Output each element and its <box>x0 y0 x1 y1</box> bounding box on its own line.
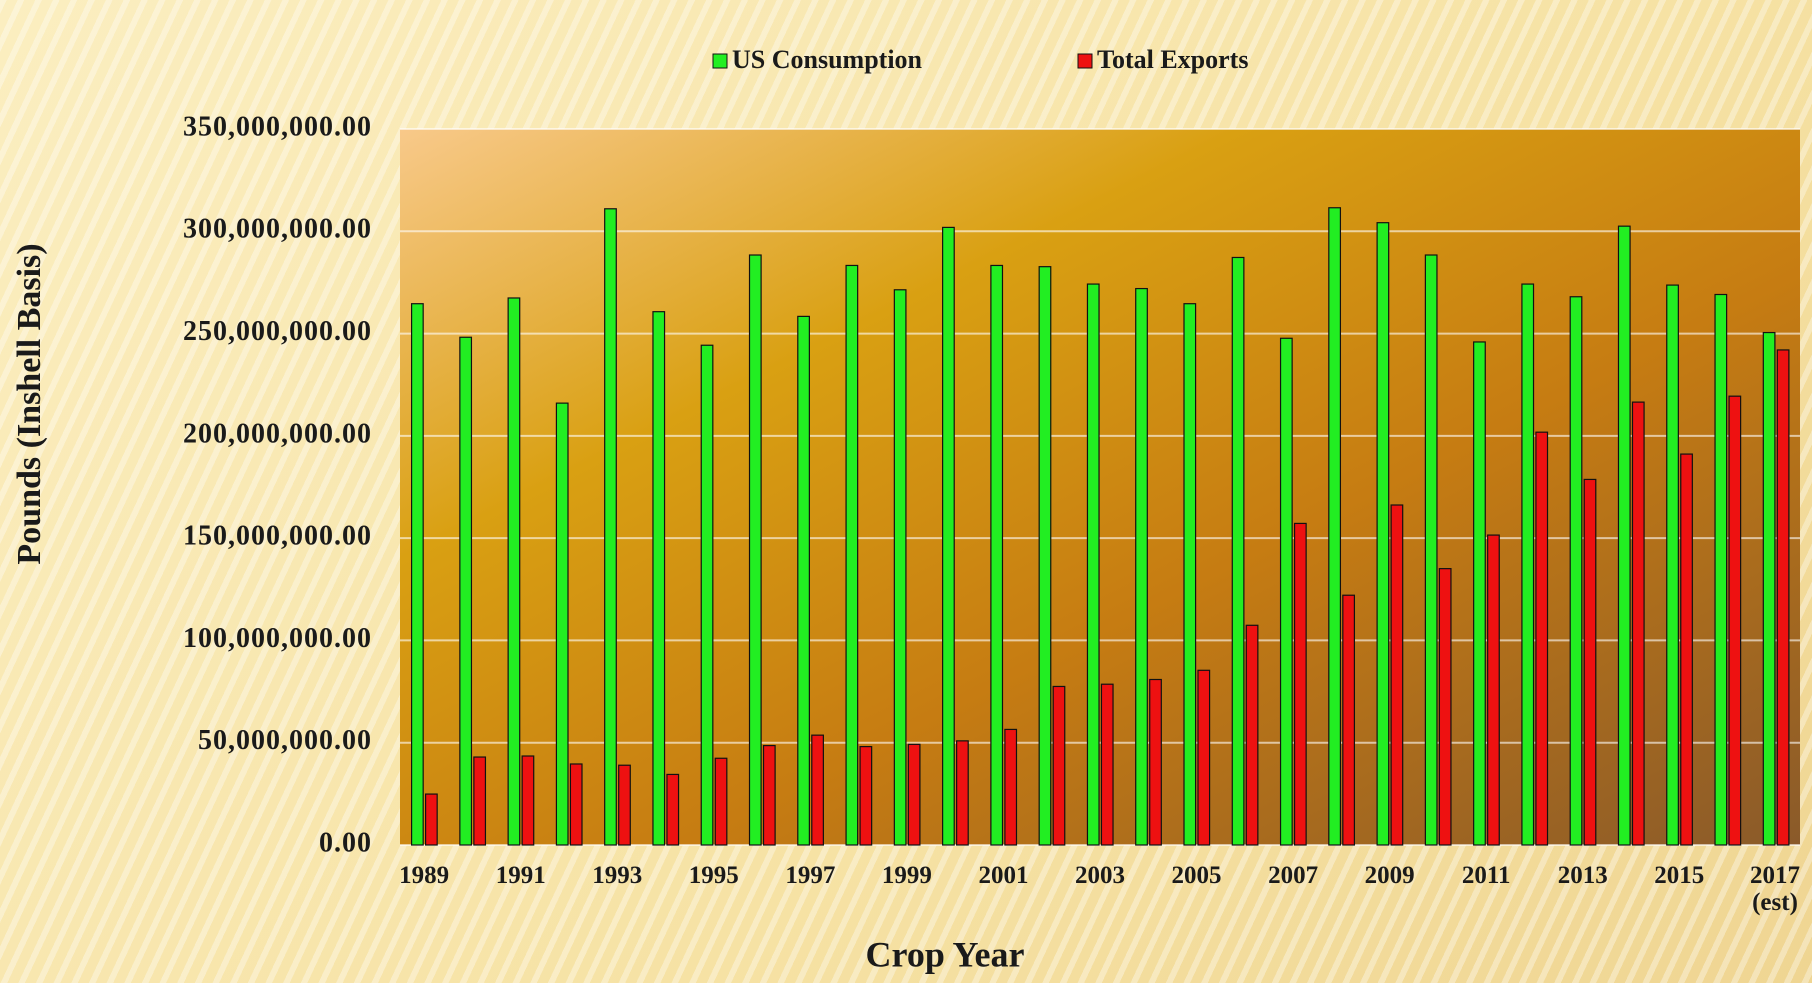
bar <box>1004 728 1018 846</box>
bar <box>700 344 714 846</box>
bar <box>618 764 631 846</box>
bar <box>1231 256 1245 846</box>
bar <box>1569 296 1583 846</box>
x-tick-label: 2009 <box>1364 862 1415 889</box>
legend-swatch <box>1077 53 1093 69</box>
bar <box>1197 669 1211 846</box>
x-tick-label: 2013 <box>1557 862 1608 889</box>
bar <box>942 226 955 846</box>
bar <box>1728 395 1742 846</box>
bar <box>521 755 535 846</box>
bar <box>1424 254 1438 846</box>
y-tick-label: 100,000,000.00 <box>183 623 372 654</box>
bar <box>956 740 969 846</box>
bar <box>907 743 921 846</box>
bar <box>1631 401 1645 846</box>
x-tick-label: 1997 <box>785 862 836 889</box>
x-tick-label: 1989 <box>399 862 450 889</box>
y-axis-title: Pounds (Inshell Basis) <box>11 243 48 564</box>
y-tick-label: 0.00 <box>319 827 372 858</box>
bar <box>1086 283 1100 846</box>
bar <box>424 793 438 846</box>
bar <box>1714 293 1728 846</box>
bar <box>845 264 859 846</box>
y-tick-label: 250,000,000.00 <box>183 316 372 347</box>
bar <box>652 311 666 846</box>
bar <box>1183 303 1197 846</box>
bar <box>459 336 473 846</box>
bar <box>1328 207 1342 846</box>
bar <box>666 773 680 846</box>
bar <box>1535 431 1549 846</box>
bar <box>1293 522 1307 846</box>
bar <box>1390 504 1404 846</box>
x-tick-label: 2011 <box>1461 862 1511 889</box>
bar <box>1038 266 1052 846</box>
y-tick-label: 150,000,000.00 <box>183 521 372 552</box>
bar <box>1149 678 1162 846</box>
bar <box>1438 568 1452 846</box>
bar <box>811 734 824 846</box>
bar <box>1762 331 1776 846</box>
bar <box>1776 349 1790 846</box>
bar <box>569 763 583 846</box>
x-tick-label: 2001 <box>978 862 1029 889</box>
x-tick-label: 2015 <box>1654 862 1705 889</box>
bar <box>1342 594 1356 846</box>
bar <box>893 289 907 846</box>
bar <box>473 756 487 846</box>
legend-label: US Consumption <box>732 45 923 74</box>
bar <box>714 757 728 846</box>
bar <box>410 303 424 846</box>
bar <box>1279 337 1293 846</box>
x-tick-label: 1993 <box>592 862 643 889</box>
bar <box>1473 341 1486 846</box>
x-tick-label: 2003 <box>1075 862 1125 889</box>
legend-swatch <box>712 53 728 69</box>
x-tick-label: 1991 <box>495 862 546 889</box>
y-tick-label: 300,000,000.00 <box>183 214 372 245</box>
bar <box>1487 534 1500 846</box>
bar <box>1245 624 1259 846</box>
bar <box>1100 683 1114 846</box>
bar <box>762 744 776 846</box>
y-tick-label: 50,000,000.00 <box>198 725 372 756</box>
bar <box>748 254 762 846</box>
bar <box>1521 283 1535 846</box>
x-tick-label: 2017 (est) <box>1750 862 1800 916</box>
bar <box>797 315 810 846</box>
bar <box>604 208 617 846</box>
y-tick-label: 200,000,000.00 <box>183 418 372 449</box>
y-tick-label: 350,000,000.00 <box>183 111 372 142</box>
bar <box>1680 453 1693 846</box>
x-axis-title: Crop Year <box>866 934 1025 974</box>
x-tick-label: 1999 <box>881 862 932 889</box>
x-tick-label: 2005 <box>1171 862 1222 889</box>
bar <box>1376 222 1390 846</box>
bar <box>1135 287 1148 846</box>
bar <box>1666 284 1679 846</box>
bar <box>859 746 873 846</box>
x-tick-label: 2007 <box>1268 862 1319 889</box>
bar <box>1617 225 1631 846</box>
bar <box>1052 685 1066 846</box>
plot-area <box>400 129 1800 845</box>
bar <box>1583 478 1597 846</box>
bar <box>507 297 521 846</box>
bar <box>990 264 1004 846</box>
legend-label: Total Exports <box>1097 45 1248 74</box>
bar <box>555 402 569 846</box>
x-tick-label: 1995 <box>688 862 739 889</box>
